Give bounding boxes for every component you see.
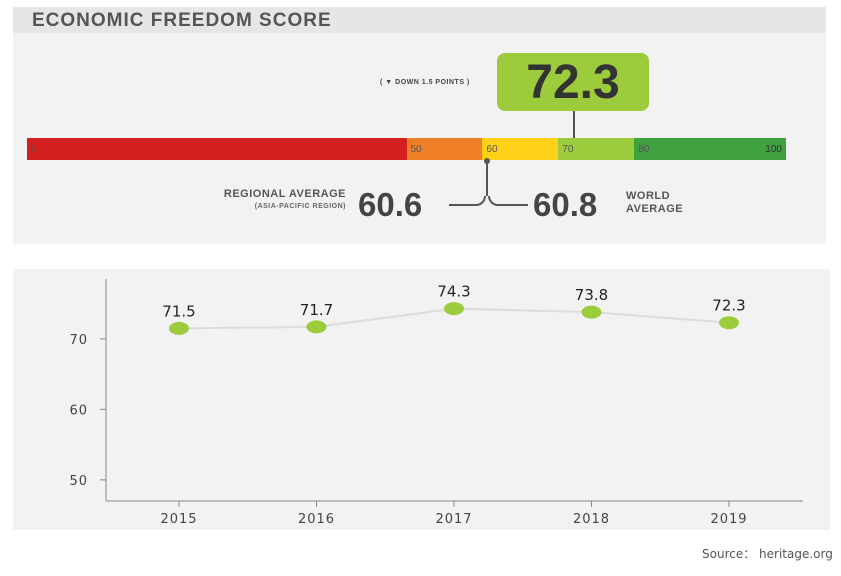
regional-average-label: REGIONAL AVERAGE: [223, 188, 346, 200]
scale-end-label: 100: [765, 144, 782, 155]
score-value: 72.3: [526, 56, 620, 109]
data-point: [169, 321, 189, 335]
world-bracket: [488, 196, 528, 206]
x-tick-label: 2017: [435, 512, 472, 527]
data-point: [719, 316, 739, 330]
y-tick-label: 50: [69, 474, 88, 489]
scale-segment-label: 60: [486, 144, 498, 155]
data-point: [581, 305, 602, 319]
score-badge: 72.3: [497, 53, 649, 111]
regional-average-value: 60.6: [358, 186, 423, 223]
data-point: [306, 320, 327, 334]
x-tick-label: 2019: [710, 512, 747, 527]
scale-segment: 0: [27, 138, 407, 160]
source-note: Source： heritage.org: [702, 547, 833, 561]
score-panel: ECONOMIC FREEDOM SCORE: [13, 7, 826, 244]
regional-pointer-dot: [484, 158, 490, 164]
scale-segment-label: 80: [638, 144, 650, 155]
scale-segment-label: 70: [562, 144, 574, 155]
score-pointer: [573, 111, 575, 139]
x-tick-label: 2015: [160, 512, 197, 527]
score-change-note: ( ▼ DOWN 1.5 POINTS ): [380, 79, 470, 86]
trend-chart: 50 60 70 2015 2016 2017 2018 2019 71.5 71.7 74.3 73…: [69, 279, 803, 527]
panel-header: ECONOMIC FREEDOM SCORE: [13, 7, 826, 33]
world-average-label: WORLD AVERAGE: [626, 190, 684, 215]
panel-title: ECONOMIC FREEDOM SCORE: [32, 10, 332, 31]
scale-segment: 50: [406, 138, 483, 160]
scale-segment-label: 0: [31, 144, 37, 155]
trend-chart-panel: 50 60 70 2015 2016 2017 2018 2019 71.5 71.7 74.3 73…: [13, 269, 830, 530]
data-point: [444, 302, 464, 316]
y-tick-label: 60: [69, 403, 88, 418]
data-label: 74.3: [437, 283, 470, 301]
x-tick-label: 2016: [298, 512, 335, 527]
y-tick-label: 70: [69, 333, 88, 348]
data-label: 71.5: [162, 302, 195, 320]
scale-segment-label: 50: [410, 144, 422, 155]
regional-average-sublabel: (ASIA-PACIFIC REGION): [254, 203, 346, 210]
score-scale-bar: 0 50 60 70 80 100: [27, 138, 786, 160]
scale-segment: 80 100: [634, 138, 786, 160]
data-label: 73.8: [575, 286, 608, 304]
data-label: 72.3: [712, 297, 745, 315]
scale-segment: 60: [482, 138, 559, 160]
regional-pointer: [486, 160, 488, 196]
world-average-value: 60.8: [533, 186, 598, 223]
data-label: 71.7: [300, 301, 333, 319]
regional-bracket: [449, 196, 486, 206]
scale-segment: 70: [558, 138, 635, 160]
x-tick-label: 2018: [573, 512, 610, 527]
